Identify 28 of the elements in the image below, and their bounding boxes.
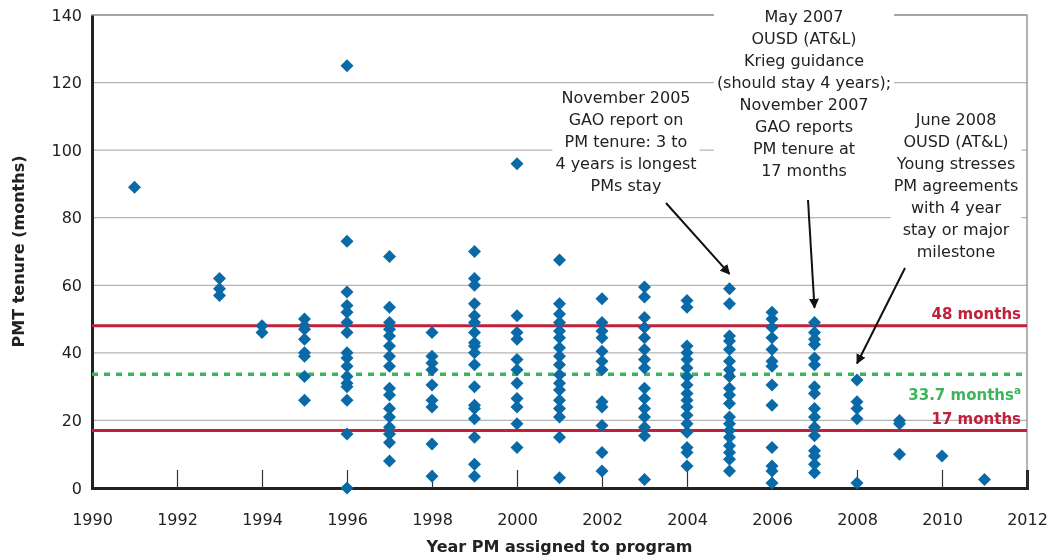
annotation: November 2005 GAO report on PM tenure: 3 to 4 years is longest PMs stay: [555, 88, 697, 195]
x-axis-title: Year PM assigned to program: [425, 537, 693, 556]
x-tick-label: 2010: [922, 510, 963, 530]
x-tick-label: 2000: [497, 510, 538, 530]
y-tick-label: 60: [61, 275, 82, 295]
y-tick-label: 0: [71, 478, 82, 498]
ref-line-label: 33.7 months$^{a}$: [908, 384, 1021, 405]
y-tick-label: 100: [51, 140, 82, 160]
y-tick-label: 20: [61, 411, 82, 431]
annotation: May 2007 OUSD (AT&L) Krieg guidance (should stay 4 years); November 2007 GAO reports PM tenure at 17 months: [716, 7, 892, 180]
x-tick-label: 2012: [1007, 510, 1048, 530]
x-tick-label: 1996: [327, 510, 368, 530]
ref-line-label: 48 months: [931, 304, 1022, 323]
y-axis-title: PMT tenure (months): [9, 155, 28, 348]
x-tick-label: 2008: [837, 510, 878, 530]
ref-line-label: 17 months: [931, 409, 1022, 428]
y-tick-label: 120: [51, 73, 82, 93]
x-tick-label: 1992: [157, 510, 198, 530]
y-tick-label: 40: [61, 343, 82, 363]
x-tick-label: 1990: [72, 510, 113, 530]
annotation: June 2008 OUSD (AT&L) Young stresses PM agreements with 4 year stay or major milestone: [893, 110, 1019, 261]
x-tick-label: 1994: [242, 510, 283, 530]
x-tick-label: 2002: [582, 510, 623, 530]
x-tick-label: 2004: [667, 510, 708, 530]
x-tick-label: 2006: [752, 510, 793, 530]
y-tick-label: 80: [61, 208, 82, 228]
y-tick-label: 140: [51, 5, 82, 25]
x-tick-label: 1998: [412, 510, 453, 530]
